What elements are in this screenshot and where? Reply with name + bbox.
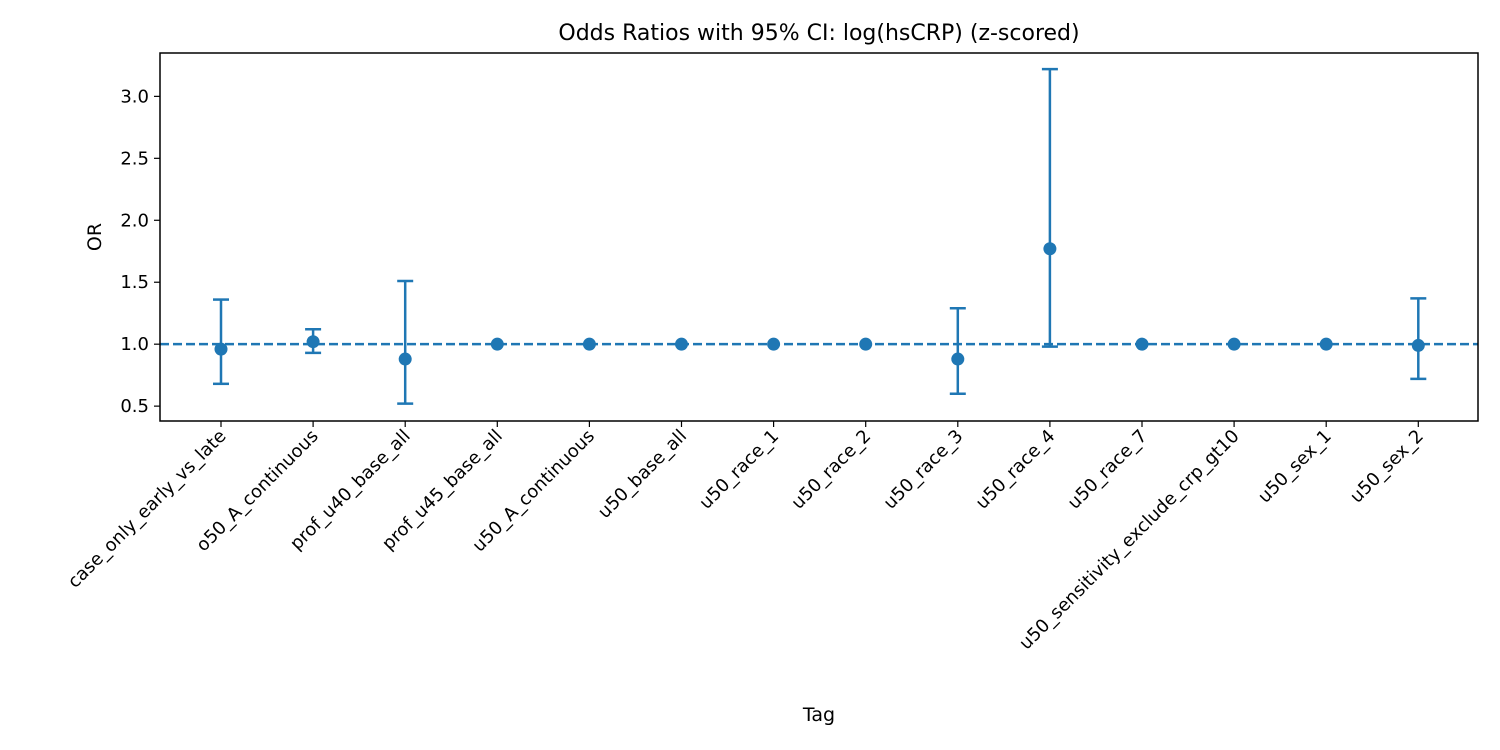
y-tick-label: 2.0: [120, 210, 149, 231]
data-point: [1135, 337, 1149, 351]
x-tick-label: u50_sex_2: [1346, 426, 1428, 508]
y-tick-label: 1.0: [120, 334, 149, 355]
data-point: [675, 337, 688, 351]
x-tick-label: u50_base_all: [594, 426, 691, 523]
data-point: [1043, 242, 1057, 256]
plot-frame: [159, 52, 1479, 422]
y-tick-label: 0.5: [120, 396, 149, 417]
data-point: [582, 337, 596, 351]
chart-title: Odds Ratios with 95% CI: log(hsCRP) (z-s…: [558, 21, 1079, 46]
error-bar-layer: [213, 67, 1427, 405]
x-tick-label: u50_race_2: [787, 426, 875, 514]
data-point: [306, 335, 320, 349]
data-point: [1319, 337, 1333, 351]
point-layer: [214, 242, 1425, 366]
y-tick-label: 3.0: [120, 86, 149, 107]
x-tick-label: case_only_early_vs_late: [64, 426, 231, 593]
x-axis: case_only_early_vs_lateo50_A_continuousp…: [64, 421, 1428, 654]
data-point: [490, 337, 504, 351]
x-tick-label: u50_race_1: [695, 426, 783, 514]
data-point: [214, 342, 228, 356]
x-tick-label: u50_race_7: [1064, 426, 1152, 514]
y-tick-label: 2.5: [120, 148, 149, 169]
data-point: [951, 352, 965, 366]
data-point: [398, 352, 412, 366]
x-tick-label: u50_sex_1: [1254, 426, 1336, 508]
data-point: [767, 337, 781, 351]
data-point: [1411, 338, 1425, 352]
y-tick-label: 1.5: [120, 272, 149, 293]
y-axis-title: OR: [84, 223, 106, 251]
y-axis: 0.5 1.0 1.5 2.0 2.5 3.0: [120, 86, 160, 417]
data-point: [1227, 337, 1241, 351]
x-tick-label: u50_race_4: [972, 426, 1060, 514]
x-axis-title: Tag: [802, 704, 835, 726]
x-tick-label: u50_race_3: [880, 426, 968, 514]
data-point: [859, 337, 873, 351]
